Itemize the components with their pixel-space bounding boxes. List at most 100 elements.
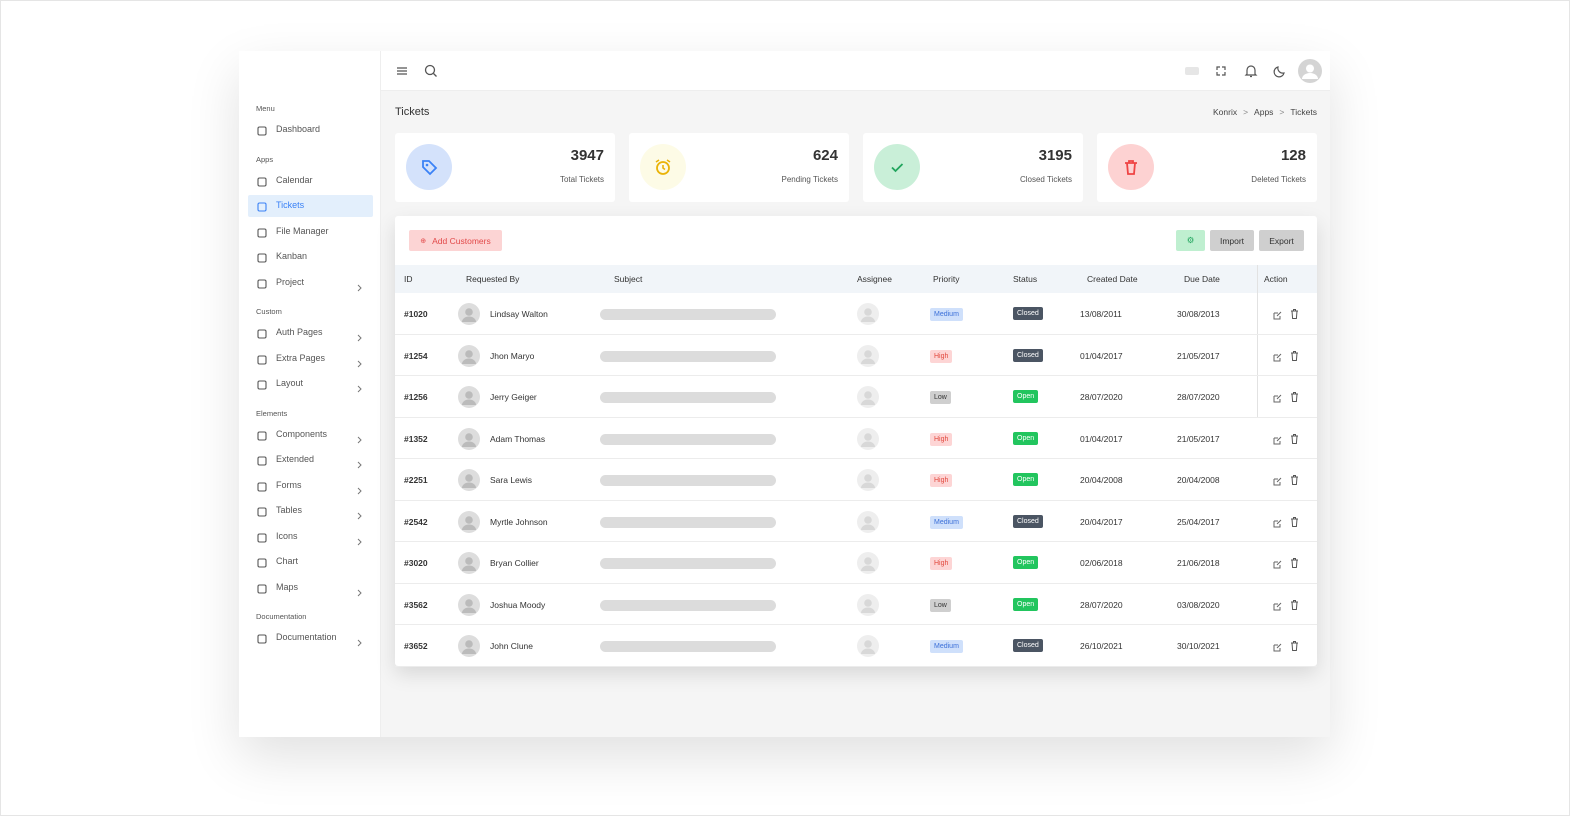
priority-badge: Medium [930,308,963,321]
menu-toggle[interactable] [395,64,409,78]
edit-button[interactable] [1272,350,1283,368]
fullscreen-button[interactable] [1214,64,1228,78]
menu-item[interactable]: Components [248,424,373,446]
created-date: 01/04/2017 [1080,350,1123,361]
chevron [356,634,364,652]
menu-icon [256,429,268,447]
menu-heading: Documentation [256,612,307,621]
delete-button[interactable] [1289,639,1300,657]
export-button[interactable]: Export [1259,230,1304,251]
menu-item[interactable]: Icons [248,526,373,548]
edit-button[interactable] [1272,308,1283,326]
avatar [857,552,879,579]
subject-placeholder [600,309,776,320]
menu-icon [256,124,268,142]
breadcrumb-item[interactable]: Apps [1254,107,1274,117]
edit-button[interactable] [1272,516,1283,534]
import-button[interactable]: Import [1210,230,1254,251]
menu-icon [256,505,268,523]
menu-item[interactable]: Dashboard [248,119,373,141]
settings-button[interactable]: ⚙ [1176,230,1205,251]
avatar [458,593,480,621]
add-customers-button[interactable]: ⊕ Add Customers [409,230,502,251]
menu-icon [256,175,268,193]
delete-button[interactable] [1289,515,1300,533]
chevron [356,456,364,474]
requester-name: Joshua Moody [490,599,546,610]
menu-item[interactable]: Forms [248,475,373,497]
menu-item[interactable]: Project [248,272,373,294]
menu-label: Icons [276,530,298,541]
ticket-id: #1020 [404,309,428,319]
column-header: Priority [933,274,960,284]
delete-button[interactable] [1289,473,1300,491]
menu-icon [256,531,268,549]
ticket-id: #3020 [404,558,428,568]
menu-item[interactable]: Extended [248,449,373,471]
requester-name: Jhon Maryo [490,350,535,361]
menu-item[interactable]: Tables [248,500,373,522]
menu-item[interactable]: Tickets [248,195,373,217]
ticket-id: #1352 [404,433,428,444]
edit-button[interactable] [1272,474,1283,492]
menu-item[interactable]: File Manager [248,221,373,243]
priority-badge: Low [930,598,951,612]
table-row: #1254 Jhon Maryo High Closed 01/04/2017 21/05… [395,335,1317,376]
menu-icon [256,556,268,574]
menu-icon [256,632,268,650]
delete-button[interactable] [1289,349,1300,367]
menu-item[interactable]: Extra Pages [248,348,373,370]
menu-item[interactable]: Kanban [248,246,373,268]
menu-item[interactable]: Maps [248,577,373,599]
delete-button[interactable] [1289,432,1300,450]
delete-button[interactable] [1289,598,1300,616]
delete-button[interactable] [1289,307,1300,325]
chevron [356,380,364,398]
user-avatar[interactable] [1298,59,1322,83]
ticket-id: #3562 [404,599,428,610]
status-badge: Open [1013,473,1039,486]
avatar [857,469,879,496]
delete-button[interactable] [1289,556,1300,574]
menu-icon [256,277,268,295]
status-badge: Closed [1013,307,1043,320]
menu-item[interactable]: Auth Pages [248,322,373,344]
delete-button[interactable] [1289,390,1300,408]
priority-badge: High [930,474,953,487]
menu-icon [256,226,268,244]
language-flag[interactable] [1185,67,1199,75]
menu-item[interactable]: Documentation [248,627,373,649]
notifications-button[interactable] [1243,63,1259,79]
search-button[interactable] [423,63,439,79]
menu-item[interactable]: Layout [248,373,373,395]
theme-toggle[interactable] [1272,63,1288,79]
created-date: 20/04/2017 [1080,516,1123,527]
page-title: Tickets [395,106,430,118]
menu-icon [256,480,268,498]
avatar [458,469,480,496]
avatar [458,344,480,372]
edit-button[interactable] [1272,599,1283,617]
ticket-id: #2542 [404,516,428,527]
menu-item[interactable]: Calendar [248,170,373,192]
menu-label: Chart [276,556,299,566]
edit-button[interactable] [1272,391,1283,409]
topbar [381,51,1330,91]
subject-placeholder [600,475,776,486]
subject-placeholder [600,558,776,569]
edit-button[interactable] [1272,557,1283,575]
edit-button[interactable] [1272,433,1283,451]
menu-item[interactable]: Chart [248,551,373,573]
menu-icon [256,582,268,600]
column-divider [1257,265,1258,417]
edit-button[interactable] [1272,640,1283,658]
priority-badge: Medium [930,640,963,653]
breadcrumb-item[interactable]: Konrix [1212,107,1238,117]
ticket-id: #3652 [404,641,428,651]
requester-name: John Clune [490,641,534,651]
subject-placeholder [600,392,776,403]
menu-label: Extended [276,454,315,464]
stat-card: 3947 Total Tickets [395,133,615,202]
breadcrumb-item[interactable]: Tickets [1290,107,1317,117]
subject-placeholder [600,516,776,528]
